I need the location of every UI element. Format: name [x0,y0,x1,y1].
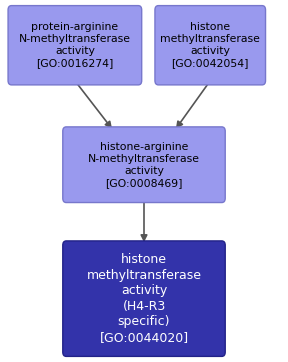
Text: protein-arginine
N-methyltransferase
activity
[GO:0016274]: protein-arginine N-methyltransferase act… [19,22,131,68]
FancyBboxPatch shape [155,6,266,85]
Text: histone-arginine
N-methyltransferase
activity
[GO:0008469]: histone-arginine N-methyltransferase act… [88,142,200,188]
FancyBboxPatch shape [63,241,225,356]
Text: histone
methyltransferase
activity
(H4-R3
specific)
[GO:0044020]: histone methyltransferase activity (H4-R… [86,253,202,344]
FancyBboxPatch shape [8,6,142,85]
FancyBboxPatch shape [63,127,225,203]
Text: histone
methyltransferase
activity
[GO:0042054]: histone methyltransferase activity [GO:0… [160,22,260,68]
